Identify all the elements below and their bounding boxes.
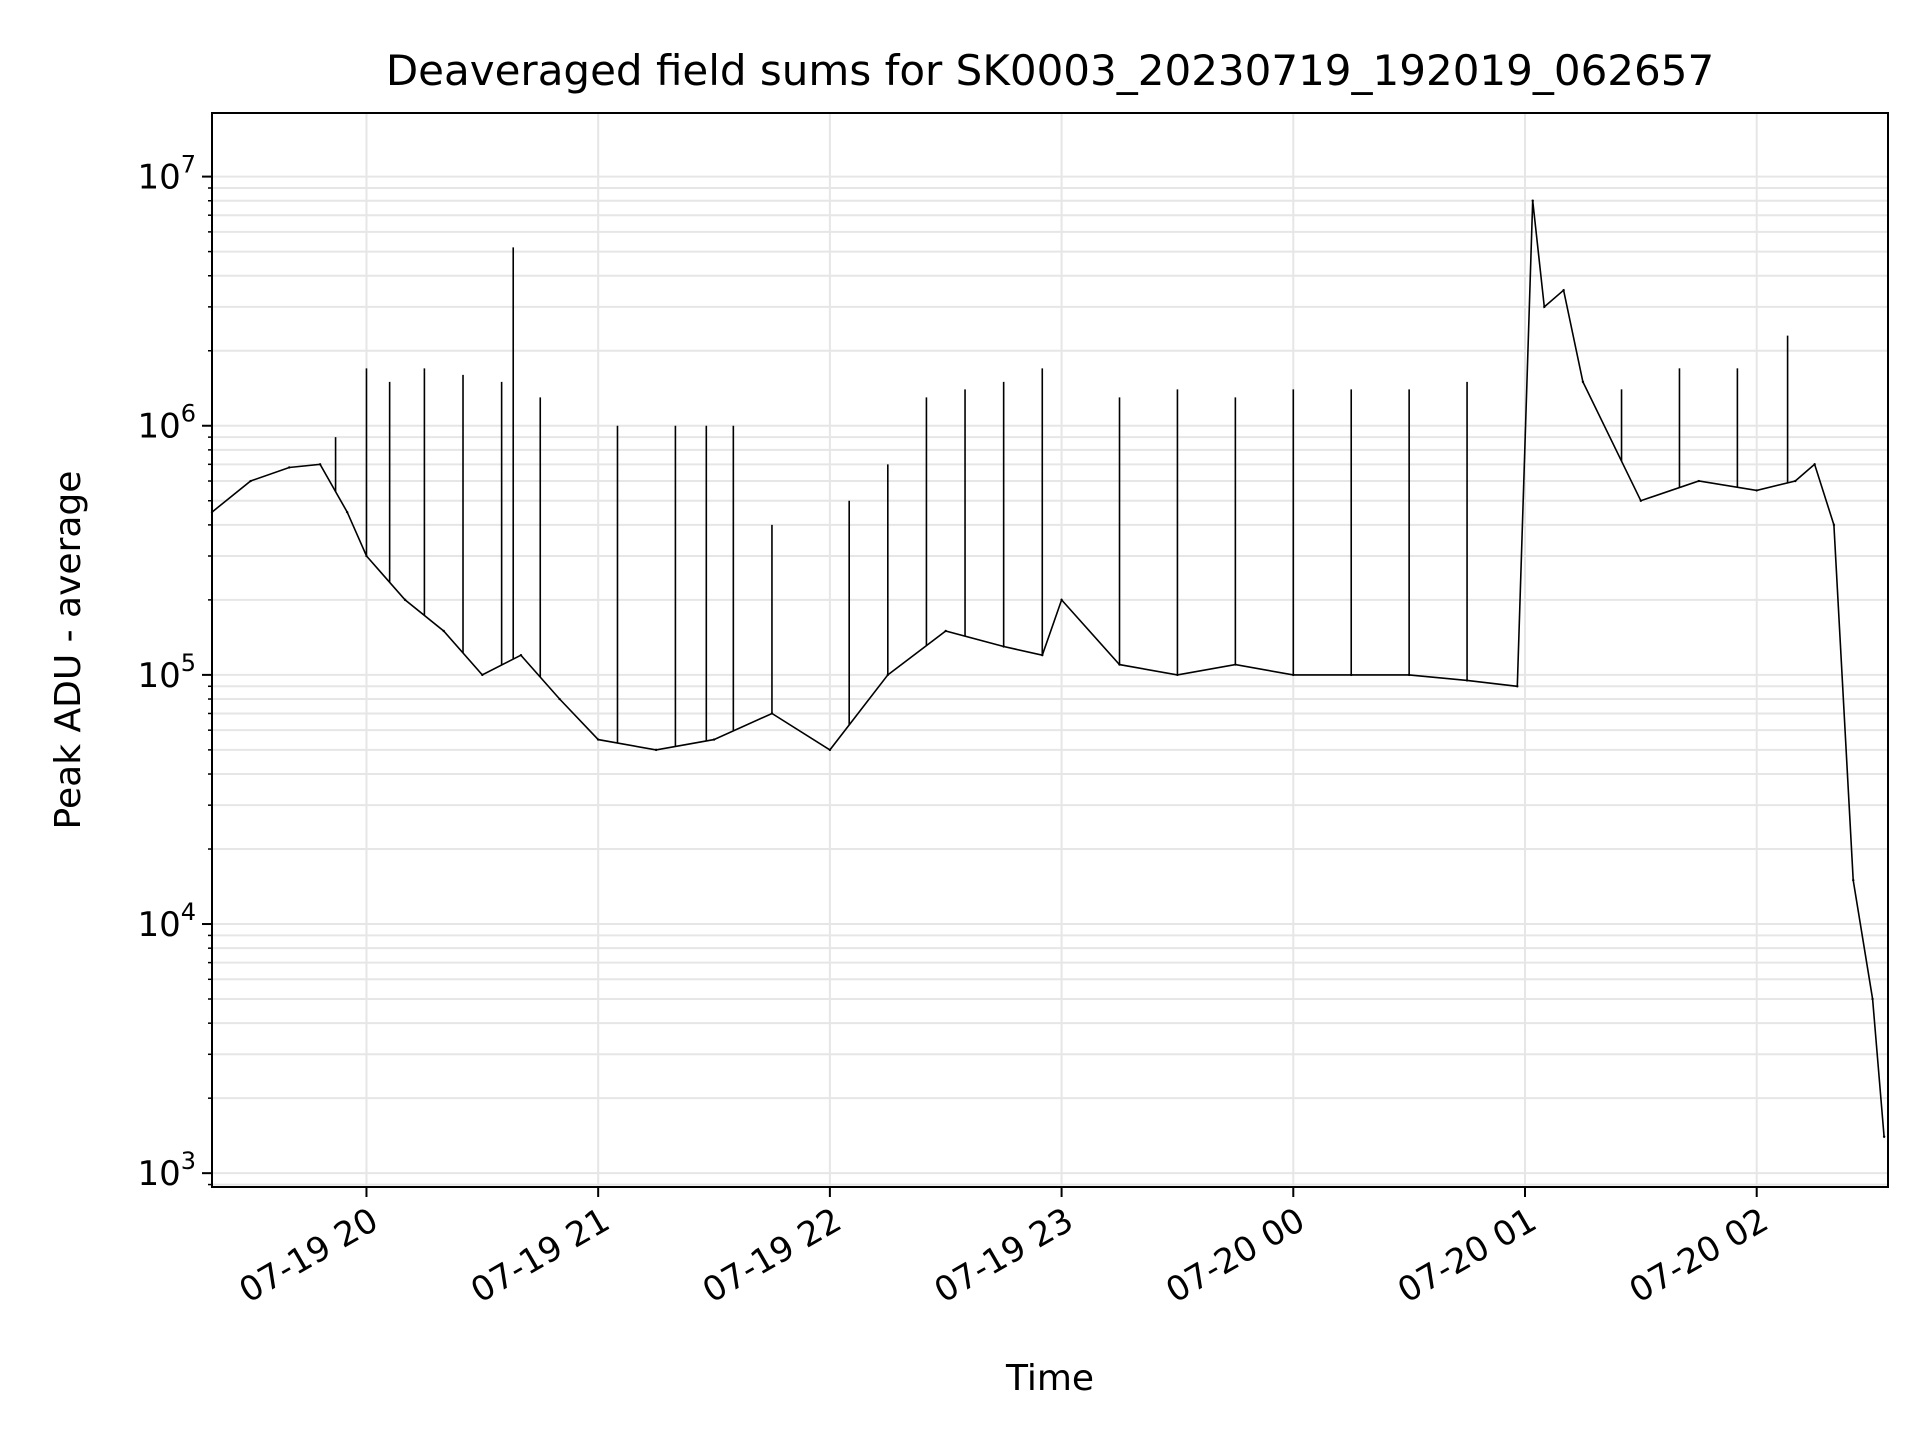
series-point [1871,997,1874,1001]
series-point [481,673,484,677]
series-point [403,598,407,602]
series-point [1832,523,1836,527]
series-layer [210,199,1886,1138]
series-point [1060,598,1063,602]
series-point [519,653,523,657]
y-tick-label: 103 [137,1147,196,1194]
y-axis: 103 104 105 106 107 [137,151,212,1194]
series-point [828,748,832,752]
series-point [1794,479,1797,483]
series-point [1697,479,1700,483]
y-tick-label: 105 [137,649,196,696]
chart-title: Deaveraged field sums for SK0003_2023071… [386,46,1714,95]
plot-area-frame [211,112,1889,1188]
series-point [249,479,252,483]
series-point [558,697,561,701]
series-point [1813,463,1816,466]
y-axis-label: Peak ADU - average [48,471,89,830]
series-point [654,748,658,752]
series-point [1543,305,1546,309]
series-point [1639,499,1643,502]
series-point [1882,1135,1886,1138]
series-point [596,738,600,741]
y-tick-label: 104 [137,898,196,945]
series-point [1516,685,1519,688]
series-point [1531,199,1534,202]
series-point [1755,489,1758,492]
series-point [1562,288,1565,292]
x-axis-label: Time [1005,1358,1094,1399]
y-tick-label: 107 [137,151,196,198]
series-point [318,463,322,466]
y-tick-label: 106 [137,400,196,447]
series-point [442,629,445,633]
grid-lines [212,113,1888,1187]
series-line [211,200,1885,1137]
series-point [1852,878,1855,882]
series-point [712,738,716,741]
series-point [944,629,947,633]
series-point [1581,380,1585,384]
series-point [345,510,349,514]
series-point [288,466,291,469]
